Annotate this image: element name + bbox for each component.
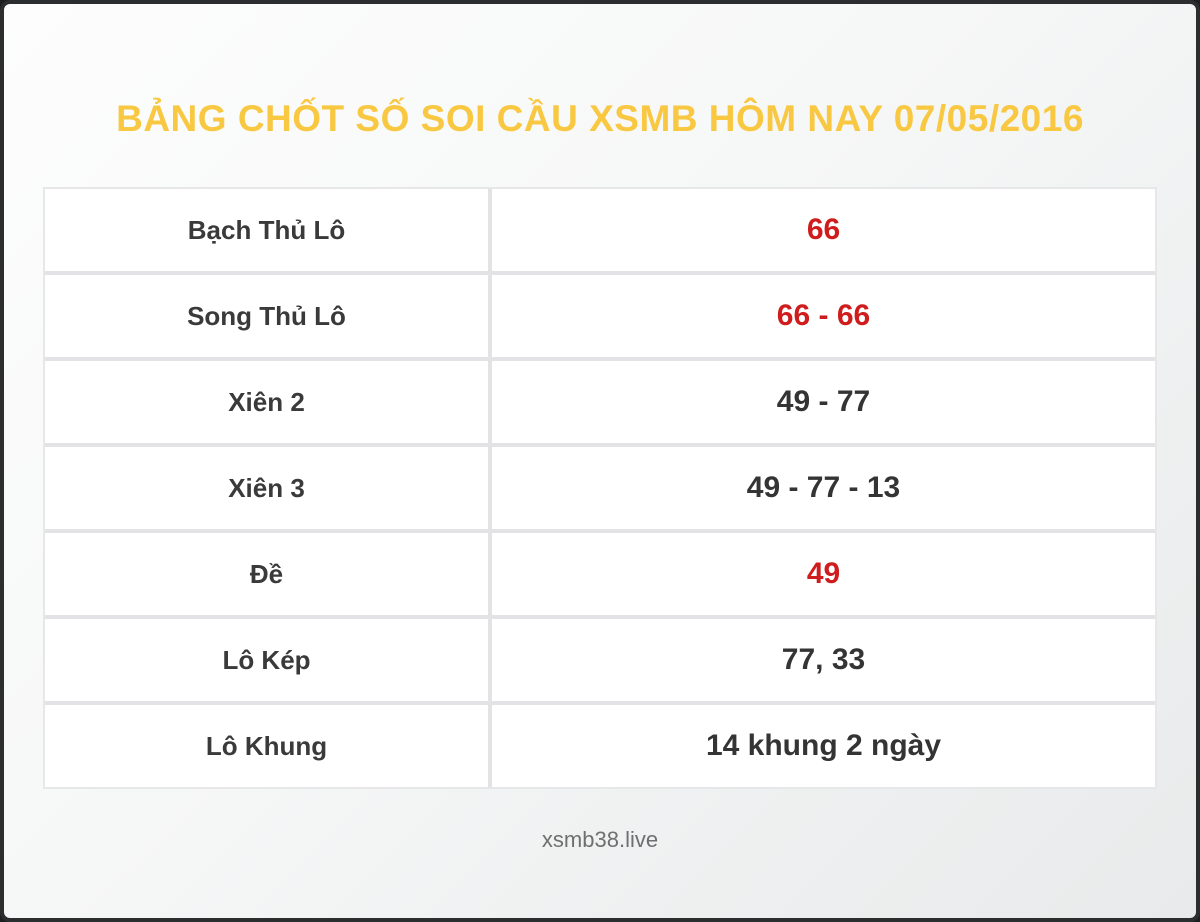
table-row-value: 66 [492,189,1155,271]
table-row-label: Xiên 3 [45,447,488,529]
table-row-label: Song Thủ Lô [45,275,488,357]
row-label-text: Lô Khung [205,730,328,761]
row-label-text: Xiên 2 [228,386,305,417]
row-value-text: 66 - 66 [776,299,871,332]
table-row-value: 49 - 77 [492,361,1155,443]
row-label-text: Bạch Thủ Lô [187,214,346,245]
table-row-value: 14 khung 2 ngày [492,705,1155,787]
page-title: BẢNG CHỐT SỐ SOI CẦU XSMB HÔM NAY 07/05/… [116,98,1084,139]
table-row-value: 49 - 77 - 13 [492,447,1155,529]
table-row-label: Lô Khung [45,705,488,787]
row-label-text: Song Thủ Lô [187,300,346,331]
row-value-text: 66 [806,213,841,246]
row-label-text: Lô Kép [222,644,311,675]
row-value-text: 77, 33 [781,643,866,676]
row-value-text: 14 khung 2 ngày [705,729,942,762]
row-label-text: Đề [249,558,284,589]
row-value-text: 49 - 77 - 13 [746,471,901,504]
table-row-value: 77, 33 [492,619,1155,701]
table-row-label: Bạch Thủ Lô [45,189,488,271]
table-row-value: 49 [492,533,1155,615]
row-value-text: 49 - 77 [776,385,871,418]
row-label-text: Xiên 3 [228,472,305,503]
table-row-label: Xiên 2 [45,361,488,443]
table-row-label: Đề [45,533,488,615]
table-row-label: Lô Kép [45,619,488,701]
row-value-text: 49 [806,557,841,590]
prediction-table: Bạch Thủ Lô 66 Song Thủ Lô 66 - 66 Xiên 2 49 … [43,187,1157,789]
site-footer-text: xsmb38.live [541,827,659,852]
table-row-value: 66 - 66 [492,275,1155,357]
